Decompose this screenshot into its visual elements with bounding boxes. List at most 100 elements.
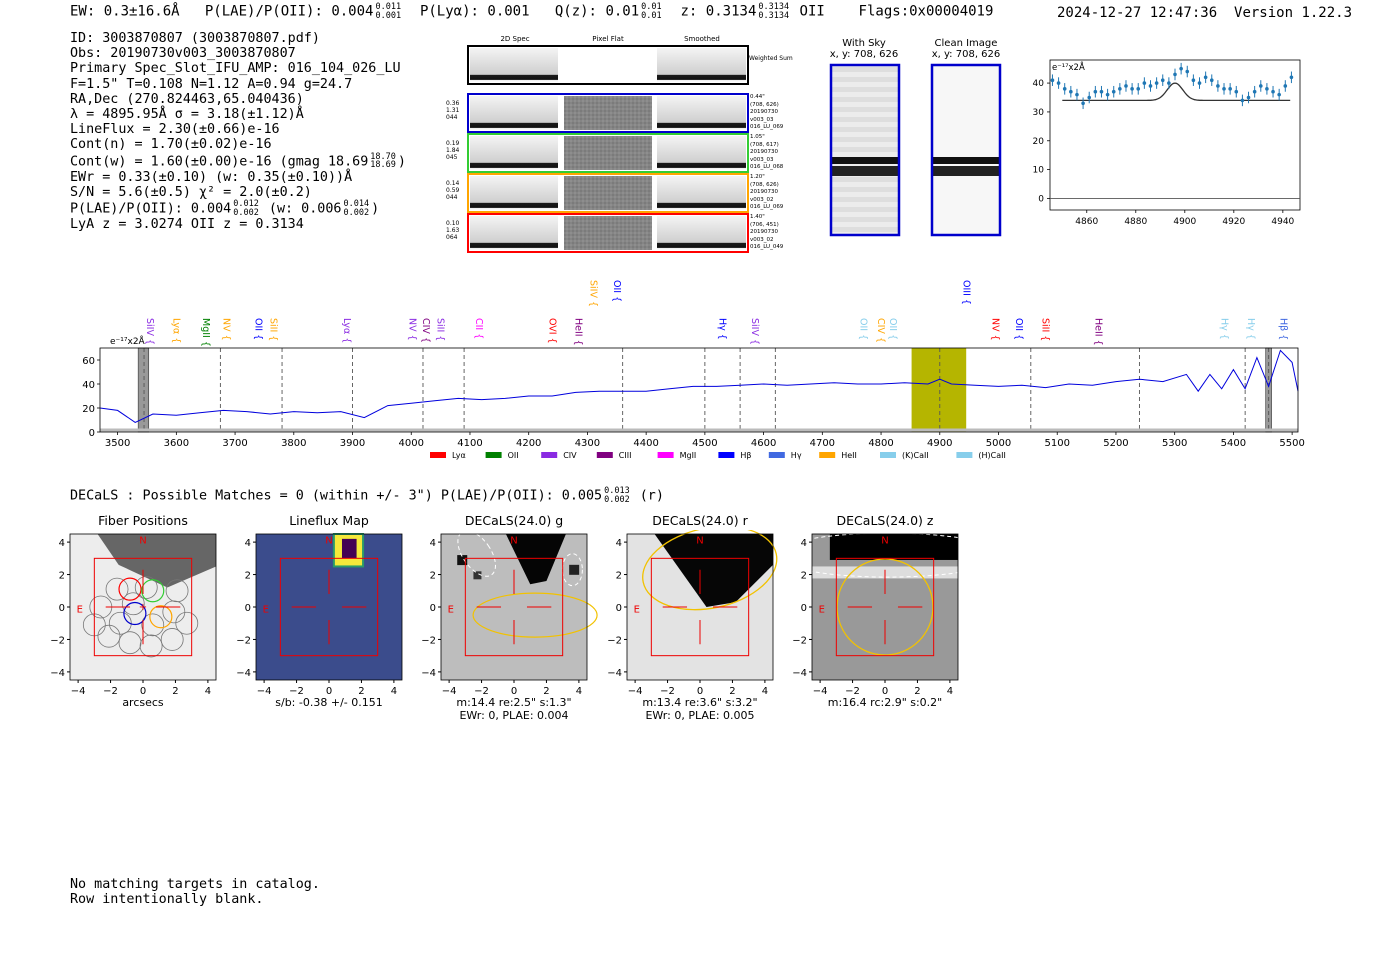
panel-ytick-label: 2 [59,571,65,582]
zoom-ytick-label: 10 [1033,166,1045,176]
zoom-xtick-label: 4860 [1075,217,1098,227]
spec-line-label: SiIV { [144,318,155,345]
panel-xtick-label: −2 [660,686,675,697]
header-qz-hi: 0.01 [641,2,662,12]
detection-info: ID: 3003870807 (3003870807.pdf) Obs: 201… [70,31,406,232]
panel-north-label: N [325,536,332,547]
header-z-value: 0.3134 [705,3,757,20]
cutout-left-value: 1.84 [446,147,460,154]
zoom-data-point [1081,101,1085,106]
spec-legend-label: CIV [563,451,577,460]
cutout-right-value: v003_03 [750,116,774,123]
panel-xtick-label: 2 [172,686,178,697]
fiber-circle [118,631,142,655]
cutout-row-frame [467,133,749,173]
weighted-sum-label: Weighted Sum [749,55,793,62]
with-sky-xy: x, y: 708, 626 [829,49,899,60]
spec-xtick-label: 4400 [633,438,658,449]
cutout-right-value: (706, 451) [750,221,779,228]
spec-line-label: Lyα { [171,318,182,343]
zoom-model-curve [1062,82,1291,102]
zoom-data-point [1136,87,1141,91]
cutout-right-value: (708, 626) [750,181,779,188]
panel-xtick-label: 2 [729,686,735,697]
zoom-ytick-label: 40 [1033,79,1045,89]
info-plae-w-hi: 0.014 [343,199,370,210]
header-plae-lo: 0.001 [375,10,402,21]
decals-plae-lo: 0.002 [604,494,630,505]
spec-xtick-label: 4900 [927,438,952,449]
zoom-data-point [1179,66,1183,71]
clean-image-label: Clean Image [934,38,998,49]
panel-aperture-box [464,557,564,657]
cutout-col-smooth: Smoothed [684,35,720,43]
panel-east-label: E [448,605,454,616]
header-plya-label: P(Lyα): [419,3,479,20]
panel-ytick-label: 4 [616,538,622,549]
panel-source-blob [569,564,580,575]
spec-line-label: OIII { [960,280,971,305]
info-plae-hi: 0.012 [233,199,259,210]
header-plae-label: P(LAE)/P(OII): [204,3,323,20]
panel-xtick-label: −4 [628,686,643,697]
panel-xtick-label: 0 [697,686,703,697]
fiber-circle [134,576,158,599]
spec-ylabel: e⁻¹⁷x2Å [110,335,146,347]
spec-legend-swatch [657,452,674,458]
panel-xtick-label: 4 [947,686,953,697]
panel-title: DECaLS(24.0) r [652,513,748,528]
spec-line-label: HeII { [573,318,584,346]
cutout-right-value: 1.05" [750,134,765,140]
cutout-left-value: 1.31 [446,107,460,114]
decals-summary-text: DECaLS : Possible Matches = 0 (within +/… [70,488,603,504]
zoom-data-point [1185,69,1190,74]
zoom-ytick-label: 30 [1033,108,1045,118]
info-plae-w-lo: 0.002 [343,207,370,218]
cutout-row-right-label: 1.20" (708, 626) 20190730 v003_02 016_LU_069 [750,174,783,212]
info-id: ID: 3003870807 (3003870807.pdf) [70,31,320,46]
cutout-left-value: 044 [446,114,458,121]
panel-xtick-label: 0 [882,686,888,697]
spec-line-label: OVI { [546,318,557,344]
info-contw: Cont(w) = 1.60(±0.00)e-16 (gmag 18.69 [70,154,369,170]
panel-center-marker: + [139,602,147,613]
sky-clean-images [829,63,1002,237]
cutout-row-right-label: 0.44" (708, 626) 20190730 v003_03 016_LU_069 [750,94,783,132]
cutout-row [467,93,749,133]
header-z-hi: 0.3134 [758,2,790,12]
zoom-xtick-label: 4940 [1271,217,1294,227]
footer-line-1: No matching targets in catalog. [70,877,320,892]
spec-xtick-label: 4300 [575,438,600,449]
full-spectrum-chart: 0 20 40 60 3500 3600 3700 3800 3900 4000 4100 4200 4… [82,280,1305,460]
spec-legend-swatch [430,452,446,458]
zoom-data-point [1252,89,1257,94]
cutout-right-value: 20190730 [750,149,778,155]
spec-legend-label: Hγ [791,451,802,460]
panel-aperture-box [835,557,935,657]
spec-frame [99,347,1299,433]
spec-xtick-label: 4100 [457,438,482,449]
cutout-rows [467,93,749,253]
info-lya: LyA z = 3.0274 OII z = 0.3134 [70,217,304,233]
spec-legend-label: OII [508,451,519,460]
fiber-circle [165,579,189,603]
cutout-pixel-flat [564,136,652,170]
cutout-right-value: 0.44" [750,94,765,100]
panel-caption-line-1: s/b: -0.38 +/- 0.151 [275,696,383,709]
spec-xtick-label: 3600 [164,438,189,449]
info-contn: Cont(n) = 1.70(±0.02)e-16 [70,137,272,153]
fiber-circle [160,628,184,651]
cutout-row-frame [467,93,749,133]
panel-ytick-label: 2 [801,571,807,582]
cutout-right-value: 016_LU_069 [750,124,784,130]
info-plae-w: (w: 0.006 [268,201,342,217]
spec-line-label: Lyα { [341,318,352,343]
panel-north-label: N [139,536,146,547]
panel-background [256,534,402,680]
spec-legend-label: CIII [619,451,632,460]
header-version: Version 1.22.3 [1234,5,1353,21]
cutout-row [467,213,749,253]
spec-legend-swatch [541,452,558,458]
spec-xtick-label: 4000 [399,438,424,449]
spec-legend-swatch [718,452,735,458]
